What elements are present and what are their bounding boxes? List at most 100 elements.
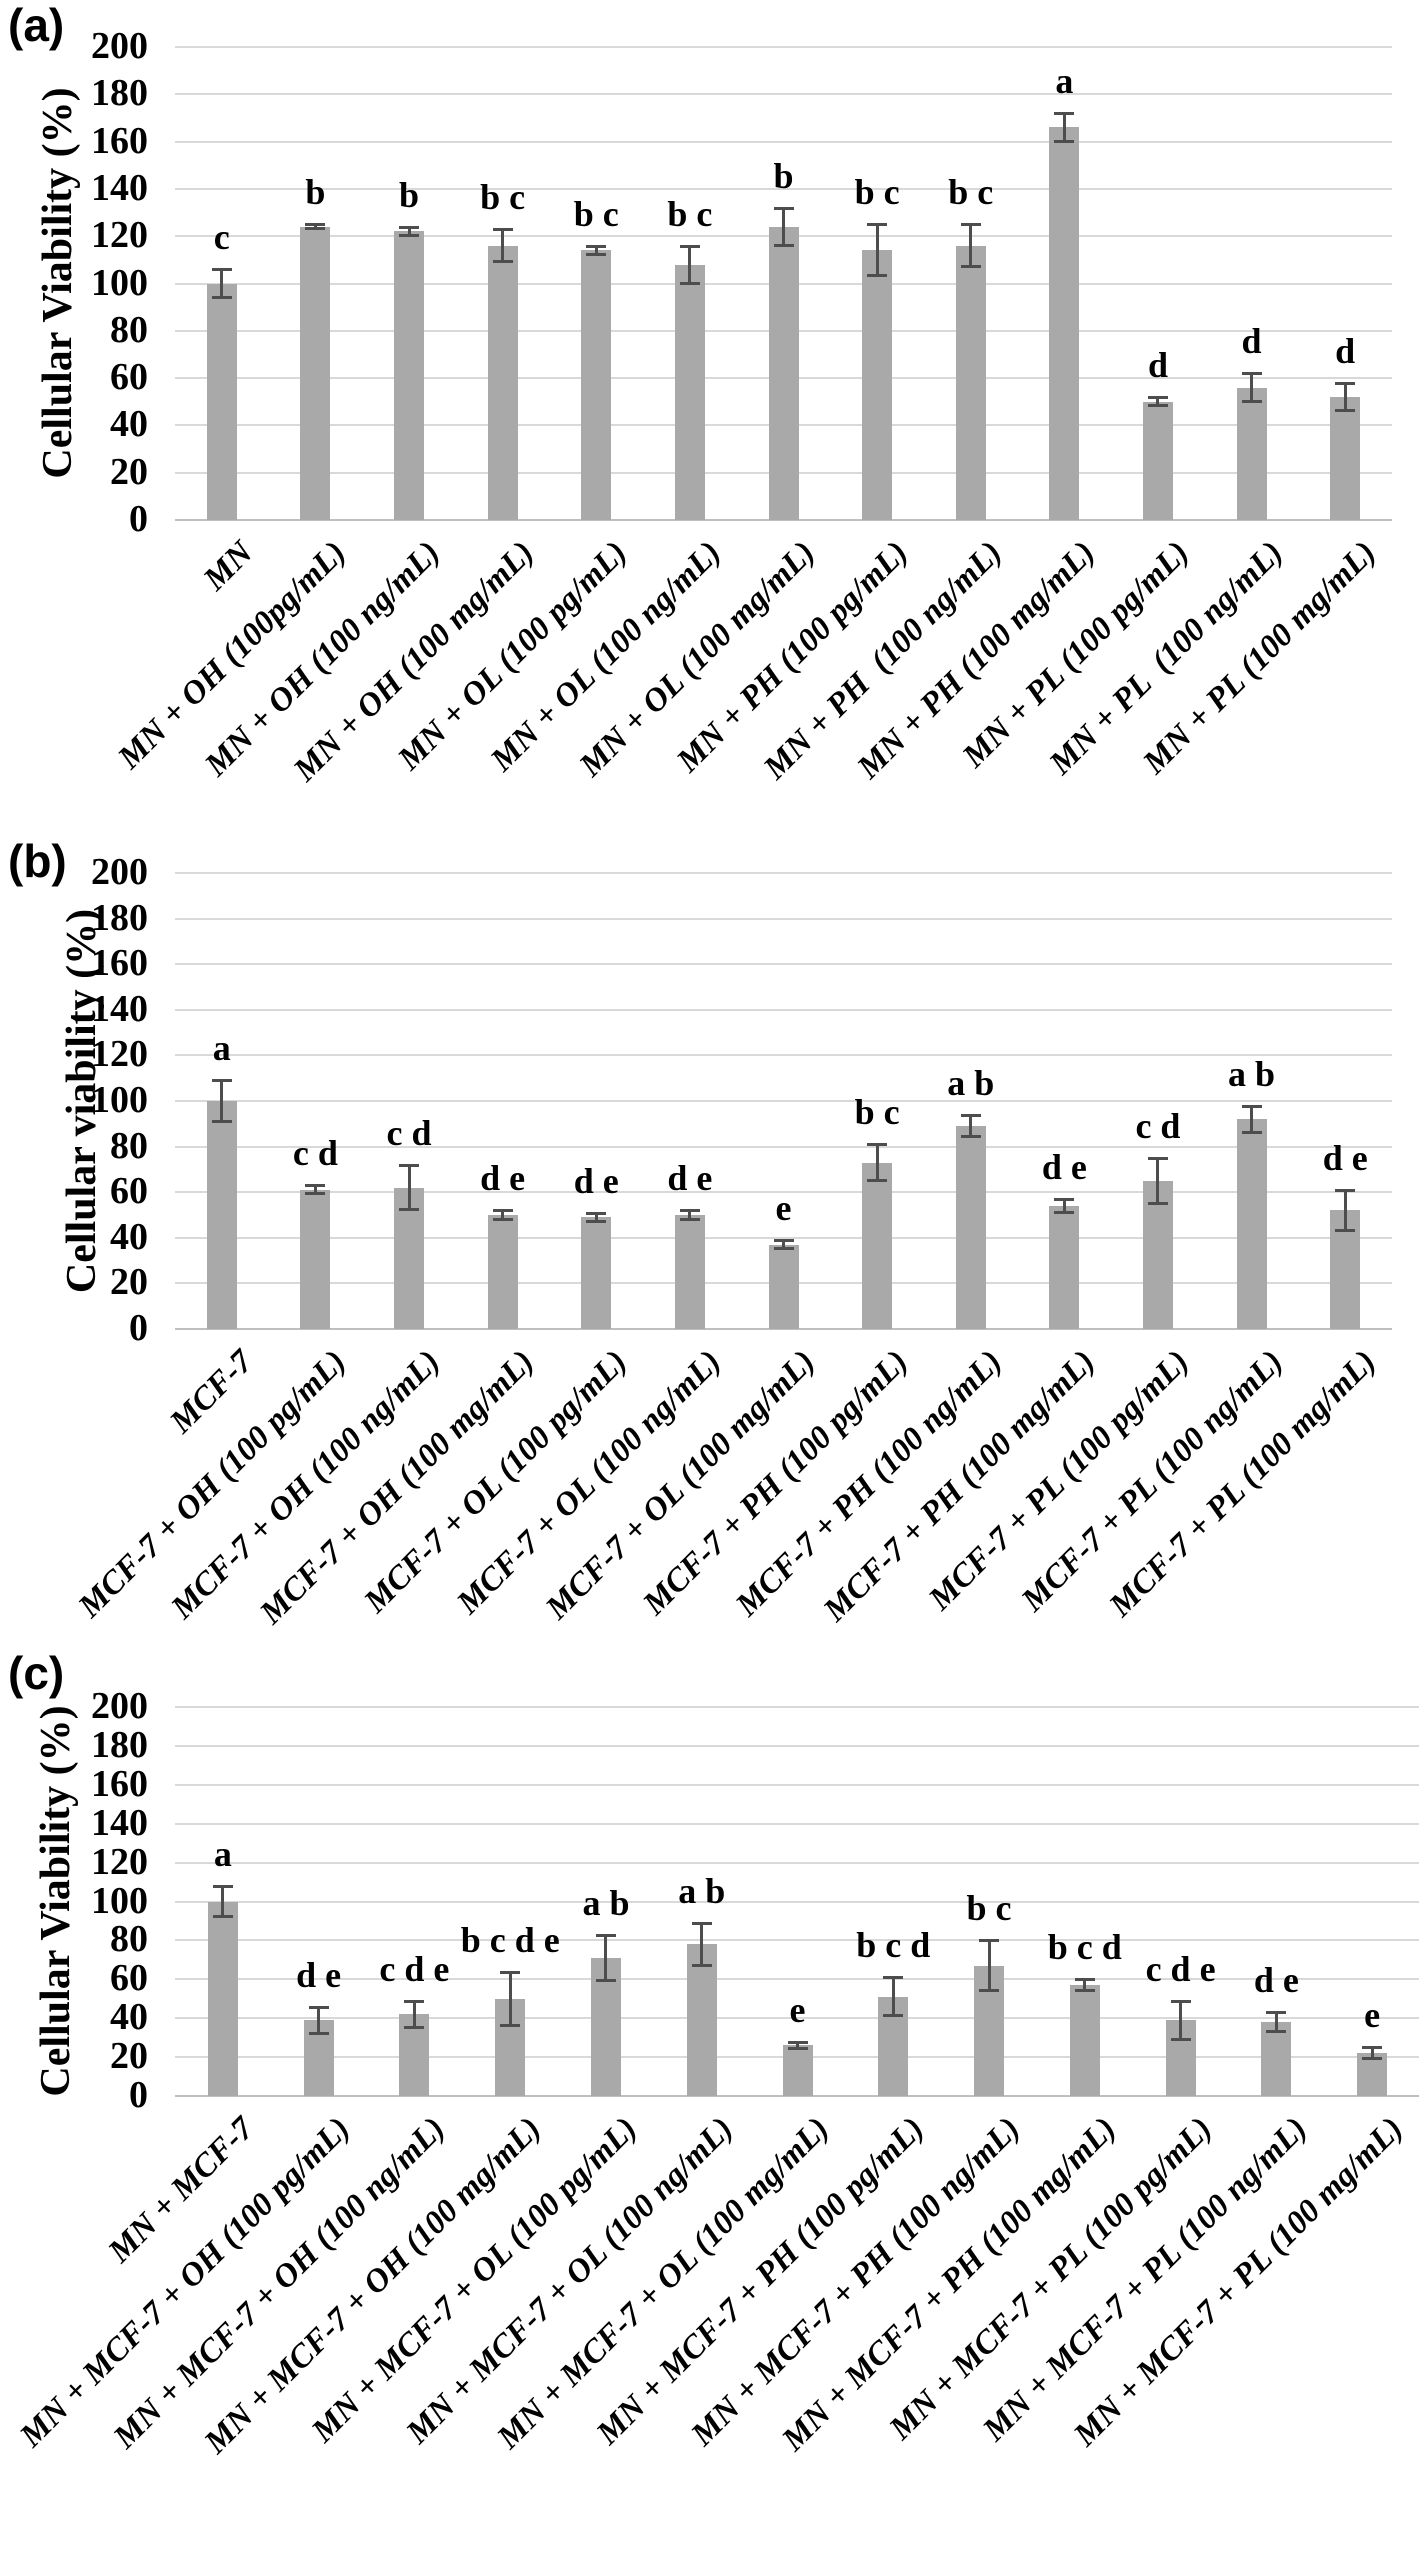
error-bar-cap-top (679, 244, 700, 248)
x-tick-label: MCF-7 + OH (100 ng/mL) (164, 1343, 448, 1627)
error-bar (1156, 1158, 1160, 1204)
error-bar-cap-top (960, 1113, 981, 1117)
gridline (175, 140, 1392, 143)
error-bar-cap-top (305, 1184, 326, 1188)
gridline (175, 1939, 1419, 1942)
y-tick-label: 80 (110, 1918, 148, 1961)
gridline (175, 187, 1392, 190)
x-tick-label: MCF-7 + PH (100 ng/mL) (728, 1343, 1009, 1624)
error-bar-cap-bottom (492, 1217, 513, 1221)
bar (686, 1944, 717, 2096)
error-bar-cap-bottom (960, 1135, 981, 1139)
bar (1165, 2020, 1196, 2096)
panel-label-b: (b) (8, 835, 67, 887)
error-bar (891, 1977, 895, 2017)
error-bar-cap-top (960, 223, 981, 227)
error-bar-cap-bottom (679, 1217, 700, 1221)
error-bar-cap-top (595, 1933, 616, 1937)
error-bar-cap-top (1335, 381, 1356, 385)
gridline (175, 1282, 1392, 1285)
y-tick-label: 0 (129, 2074, 148, 2116)
significance-letter: a (1055, 61, 1074, 102)
gridline (175, 1191, 1392, 1194)
significance-letter: d e (1322, 1137, 1368, 1178)
bar (1142, 1180, 1173, 1329)
error-bar (1250, 373, 1254, 402)
error-bar-cap-bottom (399, 1208, 420, 1212)
significance-letter: b c (573, 193, 619, 234)
x-tick-label: MCF-7 + OL (100 ng/mL) (450, 1343, 728, 1622)
y-tick-label: 140 (91, 1801, 148, 1844)
x-tick-label: MCF-7 (163, 1343, 260, 1441)
x-tick-label: MCF-7 + PH (100 mg/mL) (817, 1343, 1103, 1629)
x-tick-label: MCF-7 + OH (100 mg/mL) (253, 1343, 541, 1632)
bar (782, 2045, 813, 2096)
y-tick-label: 180 (91, 1723, 148, 1766)
bar (1049, 1205, 1080, 1329)
x-tick-label: MN + PH (100 pg/mL) (670, 534, 916, 780)
error-bar-cap-top (1054, 1198, 1075, 1202)
x-tick-label: MN + MCF-7 + OH (100 mg/mL) (198, 2110, 549, 2461)
y-tick-label: 160 (91, 1762, 148, 1805)
error-bar (313, 224, 317, 230)
error-bar-cap-top (308, 2005, 329, 2009)
error-bar (969, 1114, 973, 1138)
significance-letter: b (305, 172, 326, 213)
gridline (175, 1706, 1419, 1708)
x-tick-label: MN + MCF-7 + PH (100 ng/mL) (684, 2110, 1028, 2454)
x-tick-label: MN + MCF-7 + OL (100 pg/mL) (305, 2110, 645, 2450)
error-bar-cap-bottom (1074, 1988, 1095, 1992)
bar (768, 1244, 799, 1329)
error-bar-cap-top (1054, 112, 1075, 116)
x-tick-label: MN + MCF-7 + OL (100 ng/mL) (399, 2110, 740, 2451)
error-bar (220, 1080, 224, 1122)
gridline (175, 424, 1392, 427)
error-bar-cap-top (1170, 1999, 1191, 2003)
error-bar-cap-bottom (679, 281, 700, 285)
error-bar (594, 245, 598, 256)
x-tick-label: MCF-7 + OL (100 pg/mL) (357, 1343, 635, 1620)
error-bar-cap-bottom (773, 243, 794, 247)
x-tick-label: MN + OH (100 mg/mL) (286, 534, 541, 789)
error-bar-cap-top (586, 244, 607, 248)
error-bar-cap-top (211, 268, 232, 272)
bar (394, 231, 425, 520)
significance-letter: b c d (1047, 1927, 1122, 1968)
significance-letter: e (775, 1188, 792, 1229)
error-bar (875, 1144, 879, 1181)
bar (1049, 127, 1080, 520)
y-tick-label: 180 (91, 896, 148, 939)
error-bar-cap-top (492, 228, 513, 232)
y-tick-label: 80 (110, 308, 148, 351)
error-bar-cap-top (1241, 372, 1262, 376)
bar (394, 1187, 425, 1329)
error-bar-cap-top (1147, 396, 1168, 400)
error-bar-cap-bottom (586, 253, 607, 257)
significance-letter: c (213, 217, 230, 258)
significance-letter: c d (386, 1112, 432, 1153)
significance-letter: a (213, 1833, 232, 1874)
error-bar-cap-top (1266, 2011, 1287, 2015)
error-bar-cap-top (867, 223, 888, 227)
error-bar-cap-bottom (883, 2014, 904, 2018)
bar (674, 264, 705, 520)
y-tick-label: 160 (91, 942, 148, 985)
bar (862, 250, 893, 520)
significance-letter: b c d e (460, 1919, 560, 1960)
gridline (175, 377, 1392, 380)
chart-panel-b: (b) Cellular viability (%) 0 20 40 60 80 100 1… (8, 835, 1392, 1632)
gridline (175, 235, 1392, 238)
error-bar (688, 245, 692, 284)
plot-area-a: 0 20 40 60 80 100 120 140 160 180 200 c MN b MN + OH (… (91, 25, 1392, 789)
x-tick-label: MCF-7 + OL (100 mg/mL) (538, 1343, 822, 1627)
error-bar-cap-top (679, 1209, 700, 1213)
x-tick-label: MN + OH (100 ng/mL) (198, 534, 448, 784)
significance-letter: d (1147, 345, 1168, 386)
error-bar (508, 1971, 512, 2026)
significance-letter: e (789, 1989, 806, 2030)
error-bar-cap-top (404, 1999, 425, 2003)
bar (300, 1189, 331, 1329)
x-tick-label: MCF-7 + PL (100 mg/mL) (1102, 1343, 1384, 1624)
gridline (175, 1100, 1392, 1102)
gridline (175, 1744, 1419, 1747)
